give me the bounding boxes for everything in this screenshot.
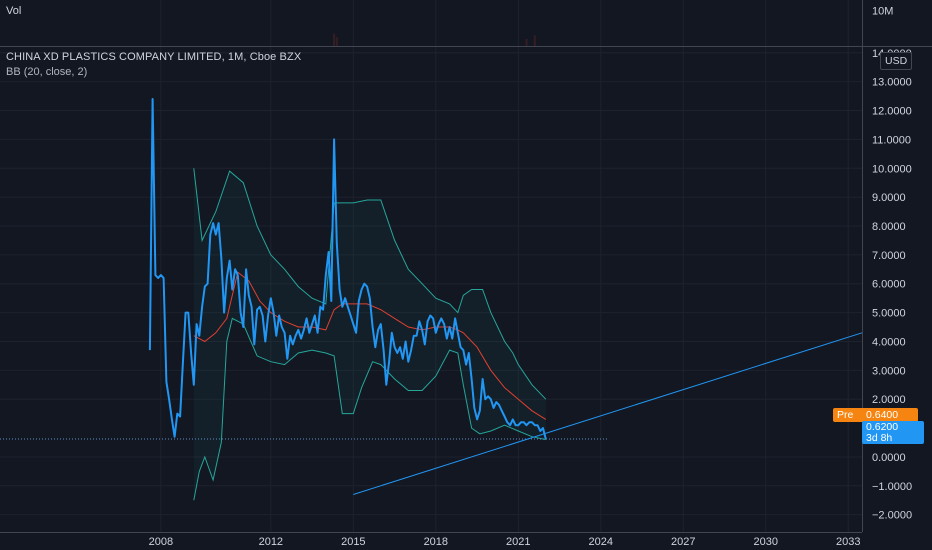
time-tick-label: 2033 — [836, 536, 860, 548]
symbol-title[interactable]: CHINA XD PLASTICS COMPANY LIMITED, 1M, C… — [6, 51, 302, 63]
time-tick-label: 2008 — [149, 536, 173, 548]
volume-bar — [333, 33, 336, 46]
price-tick-label: 7.0000 — [872, 250, 906, 262]
price-tick-label: 13.0000 — [872, 77, 912, 89]
price-tick-label: 0.0000 — [872, 452, 906, 464]
volume-axis-ticks: 10M — [872, 6, 893, 18]
last-price-label: 0.6200 3d 8h — [862, 421, 924, 444]
price-tick-label: 2.0000 — [872, 394, 906, 406]
chart-lines — [0, 98, 863, 495]
last-price: 0.6200 — [866, 421, 899, 433]
price-tick-label: 5.0000 — [872, 308, 906, 320]
time-tick-label: 2024 — [589, 536, 613, 548]
time-tick-label: 2015 — [341, 536, 365, 548]
volume-tick-label: 10M — [872, 6, 893, 18]
time-tick-label: 2018 — [424, 536, 448, 548]
bb-upper-line — [193, 168, 547, 400]
price-tick-label: −1.0000 — [872, 481, 912, 493]
price-tick-label: 9.0000 — [872, 192, 906, 204]
price-line — [148, 98, 547, 440]
grid-lines — [0, 0, 862, 532]
volume-bar — [533, 35, 536, 46]
volume-bar — [335, 37, 338, 46]
time-tick-label: 2012 — [259, 536, 283, 548]
price-tick-label: 8.0000 — [872, 221, 906, 233]
pre-market-tag: Pre — [833, 408, 865, 422]
time-axis-ticks: 2008 2012 2015 2018 2021 2024 2027 2030 2033 — [149, 536, 861, 548]
time-tick-label: 2030 — [754, 536, 778, 548]
price-tick-label: 4.0000 — [872, 336, 906, 348]
bar-countdown: 3d 8h — [866, 432, 893, 444]
price-tick-label: 6.0000 — [872, 279, 906, 291]
volume-bars — [333, 33, 536, 46]
price-tick-label: 12.0000 — [872, 106, 912, 118]
pre-market-price: 0.6400 — [862, 408, 918, 422]
volume-bar — [525, 38, 528, 46]
currency-button[interactable]: USD — [880, 52, 913, 70]
price-axis-ticks: 14.000013.000012.000011.000010.00009.000… — [872, 48, 912, 522]
volume-label: Vol — [6, 5, 22, 17]
time-tick-label: 2027 — [671, 536, 695, 548]
trend-line — [353, 332, 863, 495]
indicator-legend[interactable]: BB (20, close, 2) — [6, 66, 88, 78]
price-tick-label: 3.0000 — [872, 365, 906, 377]
bb-lower-line — [193, 317, 546, 501]
bb-fill — [193, 168, 546, 501]
price-tick-label: 10.0000 — [872, 163, 912, 175]
time-tick-label: 2021 — [506, 536, 530, 548]
price-tick-label: −2.0000 — [872, 510, 912, 522]
price-tick-label: 11.0000 — [872, 134, 911, 146]
